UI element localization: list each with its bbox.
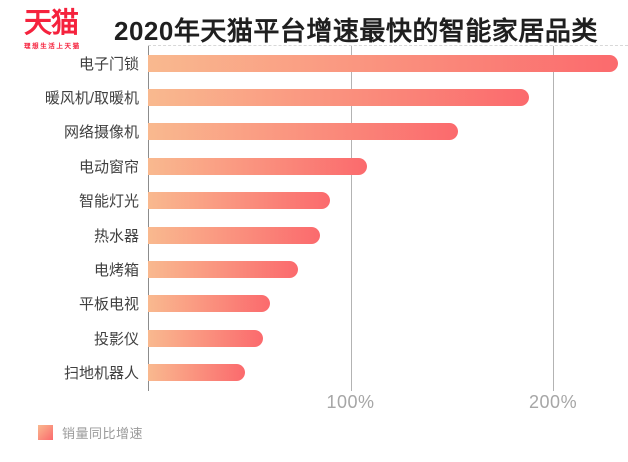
category-label: 智能灯光 [78, 193, 139, 211]
bar-row: 电动窗帘 [0, 149, 628, 183]
bar [148, 364, 246, 382]
bar-row: 电子门锁 [0, 46, 628, 80]
bar [148, 192, 331, 210]
category-label: 投影仪 [93, 330, 139, 348]
bar-track [148, 329, 628, 347]
bar-rows: 电子门锁暖风机/取暖机网络摄像机电动窗帘智能灯光热水器电烤箱平板电视投影仪扫地机… [0, 46, 628, 390]
bar [148, 261, 298, 279]
category-label: 电烤箱 [93, 262, 139, 280]
tmall-logo-text: 天猫 [24, 6, 79, 38]
plot-area [148, 45, 628, 391]
tmall-logo-slogan: 理想生活上天猫 [24, 43, 81, 51]
bar [148, 226, 321, 244]
x-axis-tick-label: 200% [529, 392, 578, 412]
chart-title: 2020年天猫平台增速最快的智能家居品类 [114, 15, 598, 46]
y-axis-line [148, 46, 149, 391]
x-axis-tick-label: 100% [326, 392, 375, 412]
bar [148, 329, 264, 347]
category-label: 电动窗帘 [78, 158, 139, 176]
bar-row: 平板电视 [0, 287, 628, 321]
bar [148, 157, 367, 175]
bar-track [148, 157, 628, 175]
bar-track [148, 226, 628, 244]
header: 天猫 理想生活上天猫 2020年天猫平台增速最快的智能家居品类 [24, 7, 624, 51]
bar-row: 投影仪 [0, 321, 628, 355]
bar-track [148, 89, 628, 107]
x-axis: 100% 200% [148, 392, 628, 416]
bar-row: 热水器 [0, 218, 628, 252]
legend-label: 销量同比增速 [62, 426, 144, 441]
category-label: 平板电视 [78, 296, 139, 314]
bar-track [148, 54, 628, 72]
bar-row: 暖风机/取暖机 [0, 80, 628, 114]
bar-chart: 电子门锁暖风机/取暖机网络摄像机电动窗帘智能灯光热水器电烤箱平板电视投影仪扫地机… [0, 45, 628, 391]
gridline [350, 46, 352, 391]
bar-row: 扫地机器人 [0, 356, 628, 390]
bar [148, 295, 270, 313]
bar-track [148, 192, 628, 210]
bar-track [148, 364, 628, 382]
category-label: 网络摄像机 [63, 124, 139, 142]
category-label: 电子门锁 [78, 55, 139, 73]
bar [148, 123, 458, 141]
bar-row: 智能灯光 [0, 184, 628, 218]
bar [148, 54, 618, 72]
bar-track [148, 295, 628, 313]
tmall-logo: 天猫 理想生活上天猫 [24, 6, 88, 51]
bar-row: 网络摄像机 [0, 115, 628, 149]
bar-track [148, 261, 628, 279]
category-label: 热水器 [93, 227, 139, 245]
legend: 销量同比增速 [38, 423, 143, 442]
bar-track [148, 123, 628, 141]
category-label: 暖风机/取暖机 [44, 90, 139, 108]
category-label: 扫地机器人 [63, 365, 139, 383]
bar [148, 89, 529, 107]
legend-swatch [38, 425, 53, 440]
bar-row: 电烤箱 [0, 252, 628, 286]
gridline [553, 46, 555, 391]
